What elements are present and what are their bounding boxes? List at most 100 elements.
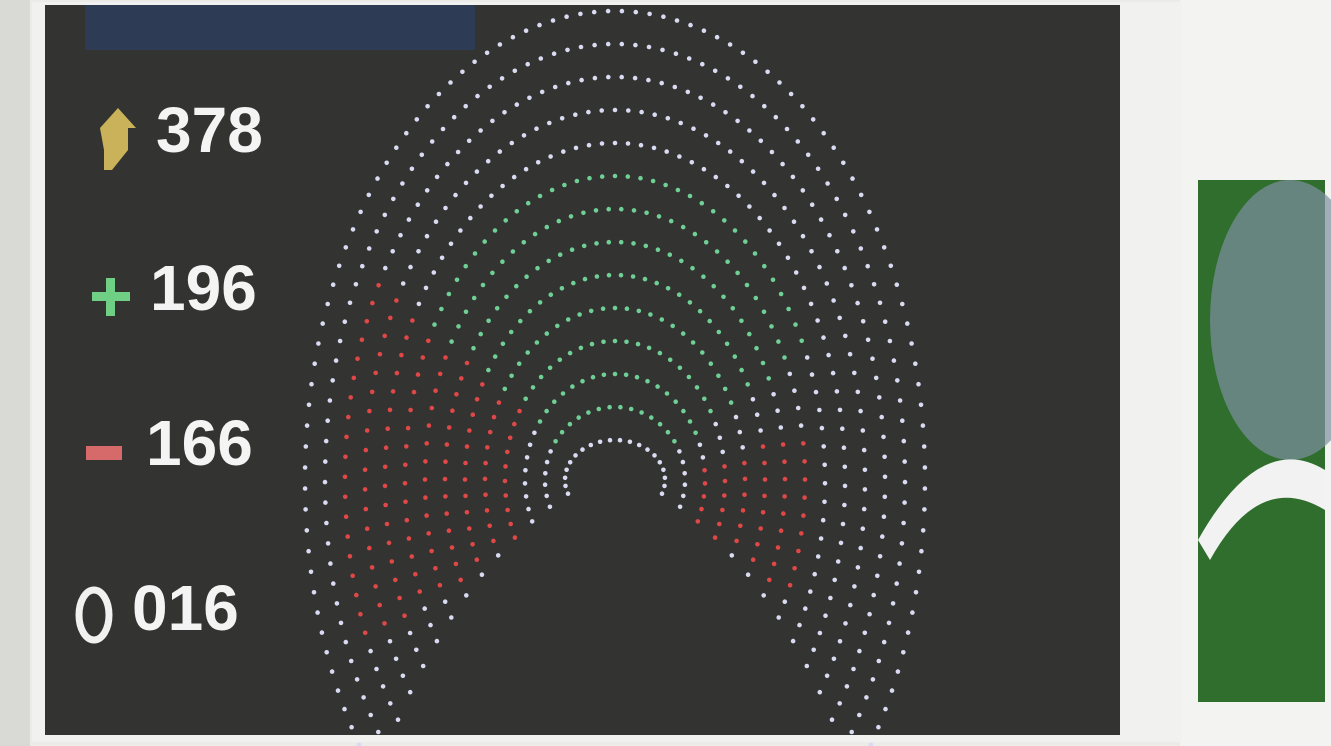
- seat: [544, 459, 550, 465]
- seat: [785, 255, 791, 261]
- seat: [423, 285, 429, 291]
- seat: [835, 249, 840, 254]
- seat: [363, 447, 369, 453]
- seat-map: [302, 8, 928, 746]
- seat: [761, 180, 767, 186]
- seat: [750, 397, 756, 402]
- seat: [503, 218, 509, 223]
- seat: [492, 354, 498, 359]
- seat: [769, 149, 775, 155]
- seat: [538, 374, 544, 380]
- seat: [304, 423, 310, 428]
- seat: [762, 493, 767, 499]
- seat: [855, 300, 860, 306]
- seat: [429, 139, 435, 144]
- seat: [537, 22, 542, 28]
- seat: [619, 74, 624, 80]
- seat: [551, 51, 557, 56]
- seat: [404, 517, 410, 523]
- seat: [309, 381, 314, 387]
- seat: [494, 306, 500, 311]
- abstain-icon: [75, 586, 113, 644]
- seat: [636, 308, 642, 314]
- seat: [900, 301, 905, 307]
- seat: [727, 149, 733, 154]
- seat: [712, 535, 718, 540]
- seat: [762, 460, 767, 466]
- seat: [860, 526, 866, 531]
- seat: [775, 545, 781, 550]
- seat: [564, 467, 569, 473]
- seat: [557, 252, 563, 257]
- seat: [677, 365, 683, 371]
- seat: [842, 502, 847, 508]
- seat: [862, 630, 868, 636]
- seat: [566, 80, 571, 86]
- seat: [835, 559, 841, 564]
- seat: [463, 309, 469, 315]
- seat: [861, 506, 867, 512]
- seat: [544, 331, 550, 336]
- seat: [454, 392, 459, 397]
- seat: [867, 209, 872, 215]
- seat: [681, 493, 686, 499]
- seat: [865, 337, 871, 343]
- seat: [443, 355, 448, 360]
- seat: [753, 295, 759, 301]
- seat: [485, 445, 490, 450]
- seat: [778, 291, 784, 297]
- seat: [527, 95, 532, 101]
- seat: [860, 319, 866, 324]
- seat: [478, 128, 483, 133]
- seat: [448, 241, 454, 247]
- seat: [649, 415, 654, 420]
- seat: [675, 187, 681, 193]
- seat: [871, 592, 876, 598]
- seat: [377, 351, 383, 357]
- seat: [802, 477, 808, 482]
- seat: [844, 684, 850, 689]
- seat: [402, 481, 408, 486]
- seat: [594, 241, 599, 246]
- seat: [497, 42, 503, 47]
- seat: [721, 294, 726, 300]
- seat: [826, 352, 831, 358]
- seat: [664, 391, 670, 396]
- seat: [686, 56, 692, 61]
- seat: [448, 80, 453, 85]
- seat: [646, 77, 651, 83]
- seat: [645, 447, 650, 452]
- seat: [825, 181, 830, 186]
- seat: [772, 192, 777, 198]
- seat: [436, 91, 442, 97]
- seat: [742, 492, 747, 498]
- seat: [771, 392, 776, 397]
- seat: [523, 396, 528, 402]
- seat: [695, 519, 701, 524]
- seat: [710, 209, 716, 214]
- seat: [503, 464, 508, 469]
- seat: [359, 337, 365, 343]
- seat: [516, 361, 522, 367]
- seat: [698, 95, 703, 101]
- seat: [793, 270, 799, 275]
- seat: [808, 589, 813, 594]
- seat: [606, 239, 612, 245]
- seat: [745, 572, 751, 577]
- seat: [732, 228, 738, 233]
- seat: [782, 476, 788, 482]
- seat: [819, 425, 825, 431]
- seat: [342, 494, 348, 500]
- seat: [782, 599, 788, 604]
- seat: [375, 176, 380, 181]
- seat: [880, 534, 885, 539]
- seat: [894, 282, 900, 288]
- seat: [714, 34, 720, 40]
- seat: [881, 245, 887, 250]
- seat: [633, 42, 638, 48]
- seat: [681, 408, 686, 414]
- seat: [573, 453, 578, 458]
- seat: [643, 243, 649, 249]
